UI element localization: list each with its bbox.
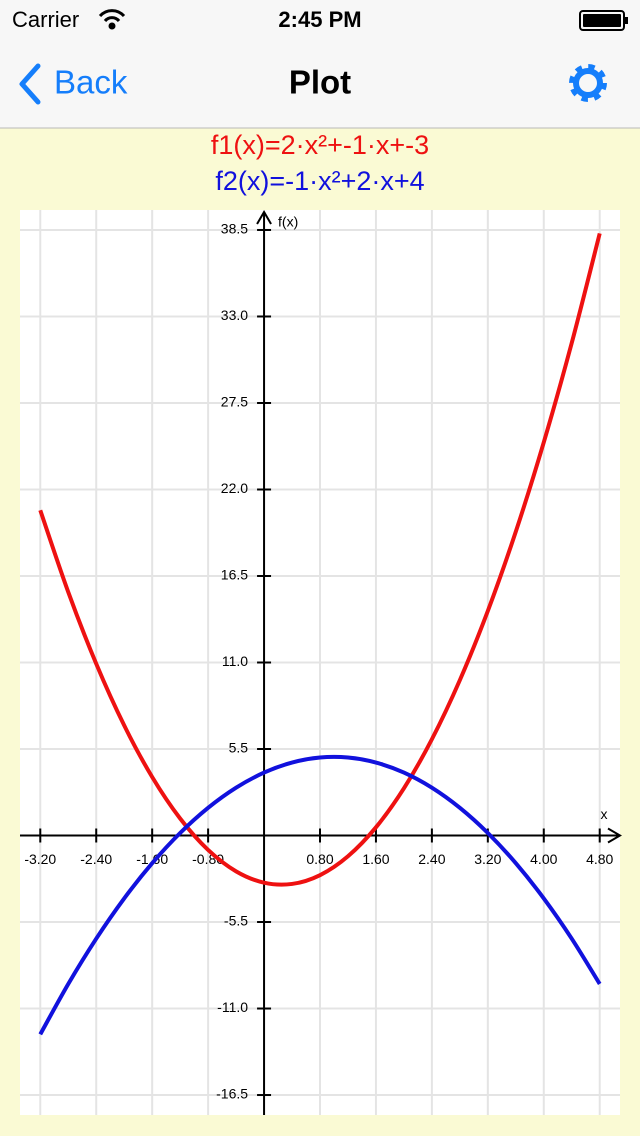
y-tick-label: -5.5 [224,913,248,929]
y-axis-label: f(x) [278,214,298,230]
battery-icon [579,10,628,31]
back-label[interactable]: Back [54,64,128,101]
y-tick-label: 16.5 [221,567,248,583]
gear-ring[interactable] [573,68,603,98]
y-tick-label: 5.5 [229,740,249,756]
nav-title: Plot [289,64,351,101]
back-chevron[interactable] [19,63,41,105]
y-tick-label: 22.0 [221,480,248,496]
x-tick-label: 4.80 [586,851,613,867]
x-tick-label: 4.00 [530,851,557,867]
x-tick-label: -3.20 [24,851,56,867]
y-tick-label: 27.5 [221,394,248,410]
y-tick-label: -16.5 [216,1086,248,1102]
back-button[interactable]: Back [19,63,128,105]
x-tick-label: 1.60 [362,851,389,867]
y-tick-label: 33.0 [221,307,248,323]
y-axis-arrow [256,210,272,225]
series-line [38,754,602,1036]
x-axis-arrow [607,827,622,844]
x-tick-label: 3.20 [474,851,501,867]
y-tick-label: 38.5 [221,221,248,237]
series-line [38,232,602,887]
settings-button[interactable] [569,64,607,102]
chart: xf(x)-3.20 -2.40 -1.60 -0.80 0.80 1.60 2.40 3.2… [20,210,622,1115]
clock: 2:45 PM [278,7,361,32]
wifi-icon [98,9,126,30]
y-tick-label: -11.0 [217,999,248,1015]
x-tick-label: 0.80 [306,851,333,867]
x-tick-label: -2.40 [80,851,112,867]
carrier: Carrier [12,7,79,32]
y-tick-label: 11.0 [222,653,248,669]
x-axis-label: x [601,806,608,822]
x-tick-label: 2.40 [418,851,445,867]
legend-entry: f1(x)=2·x²+-1·x+-3 [211,130,429,160]
legend-entry: f2(x)=-1·x²+2·x+4 [215,166,424,196]
